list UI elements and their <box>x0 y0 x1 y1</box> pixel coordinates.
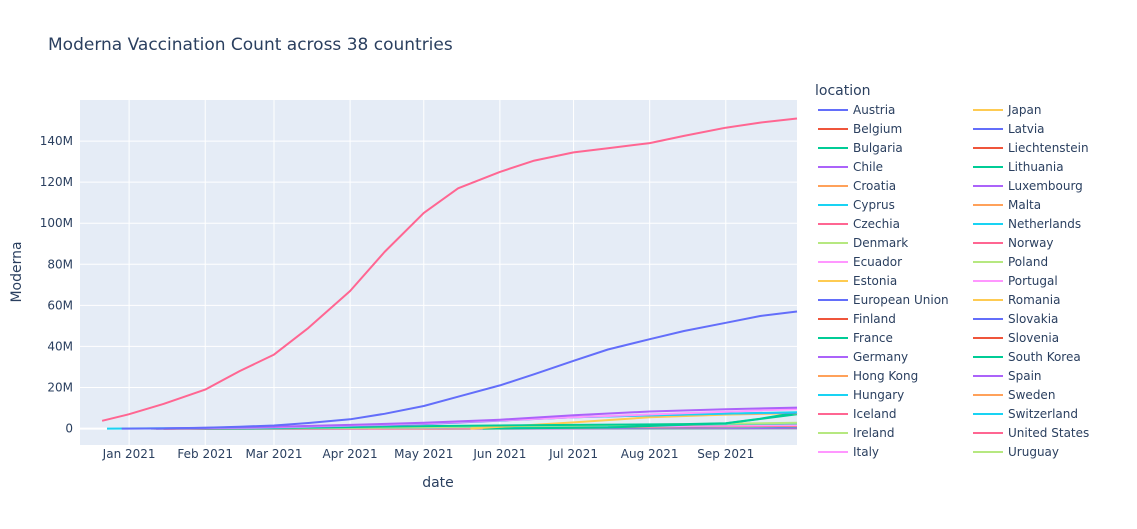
legend-item-label[interactable]: Austria <box>853 103 895 117</box>
legend-item-label[interactable]: France <box>853 331 893 345</box>
y-tick-label: 20M <box>47 381 73 395</box>
legend-item-label[interactable]: Hong Kong <box>853 369 918 383</box>
legend-item-label[interactable]: Norway <box>1008 236 1054 250</box>
legend-item-label[interactable]: Italy <box>853 445 879 459</box>
y-tick-label: 100M <box>40 216 73 230</box>
chart-title: Moderna Vaccination Count across 38 coun… <box>48 35 453 55</box>
x-axis-ticks: Jan 2021 Feb 2021 Mar 2021 Apr 2021 May 2021… <box>102 447 755 461</box>
legend-item-label[interactable]: Japan <box>1007 103 1041 117</box>
x-tick-label: May 2021 <box>394 447 453 461</box>
legend-item-label[interactable]: Netherlands <box>1008 217 1081 231</box>
legend-item-label[interactable]: Latvia <box>1008 122 1045 136</box>
legend-item-label[interactable]: Liechtenstein <box>1008 141 1089 155</box>
y-tick-label: 0 <box>65 422 73 436</box>
legend-title: location <box>815 83 871 99</box>
legend-item-label[interactable]: Romania <box>1008 293 1060 307</box>
legend-item-label[interactable]: Sweden <box>1008 388 1055 402</box>
x-tick-label: Jan 2021 <box>102 447 156 461</box>
legend-item-label[interactable]: Poland <box>1008 255 1048 269</box>
legend-item-label[interactable]: Slovakia <box>1008 312 1058 326</box>
legend-item-label[interactable]: European Union <box>853 293 949 307</box>
legend-item-label[interactable]: Ireland <box>853 426 895 440</box>
y-tick-label: 80M <box>47 257 73 271</box>
legend-item-label[interactable]: Chile <box>853 160 883 174</box>
y-axis-ticks: 0 20M 40M 60M 80M 100M 120M 140M <box>40 134 73 436</box>
legend: Austria Belgium Bulgaria Chile Croatia Cyprus… <box>818 103 1089 459</box>
y-tick-label: 140M <box>40 134 73 148</box>
legend-item-label[interactable]: Luxembourg <box>1008 179 1083 193</box>
legend-item-label[interactable]: Switzerland <box>1008 407 1078 421</box>
legend-item-label[interactable]: Denmark <box>853 236 908 250</box>
x-tick-label: Jun 2021 <box>472 447 526 461</box>
y-tick-label: 120M <box>40 175 73 189</box>
legend-item-label[interactable]: Portugal <box>1008 274 1058 288</box>
x-axis-title: date <box>422 475 454 491</box>
legend-item-label[interactable]: Slovenia <box>1008 331 1059 345</box>
legend-item-label[interactable]: South Korea <box>1008 350 1081 364</box>
legend-item-label[interactable]: Cyprus <box>853 198 895 212</box>
legend-item-label[interactable]: Finland <box>853 312 896 326</box>
y-tick-label: 60M <box>47 298 73 312</box>
legend-item-label[interactable]: Czechia <box>853 217 900 231</box>
legend-item-label[interactable]: Spain <box>1008 369 1042 383</box>
legend-item-label[interactable]: Uruguay <box>1008 445 1059 459</box>
legend-item-label[interactable]: Bulgaria <box>853 141 903 155</box>
x-tick-label: Jul 2021 <box>548 447 598 461</box>
x-tick-label: Sep 2021 <box>697 447 754 461</box>
legend-item-label[interactable]: Malta <box>1008 198 1041 212</box>
legend-item-label[interactable]: Croatia <box>853 179 896 193</box>
x-tick-label: Feb 2021 <box>177 447 233 461</box>
plot-area <box>80 100 797 445</box>
y-axis-title: Moderna <box>9 241 25 302</box>
legend-item-label[interactable]: Belgium <box>853 122 902 136</box>
legend-item-label[interactable]: Estonia <box>853 274 897 288</box>
legend-item-label[interactable]: Ecuador <box>853 255 902 269</box>
legend-item-label[interactable]: Hungary <box>853 388 904 402</box>
x-tick-label: Aug 2021 <box>621 447 679 461</box>
x-tick-label: Mar 2021 <box>245 447 302 461</box>
legend-item-label[interactable]: Iceland <box>853 407 896 421</box>
legend-item-label[interactable]: Lithuania <box>1008 160 1064 174</box>
legend-item-label[interactable]: United States <box>1008 426 1089 440</box>
y-tick-label: 40M <box>47 339 73 353</box>
legend-item-label[interactable]: Germany <box>853 350 908 364</box>
x-tick-label: Apr 2021 <box>323 447 378 461</box>
